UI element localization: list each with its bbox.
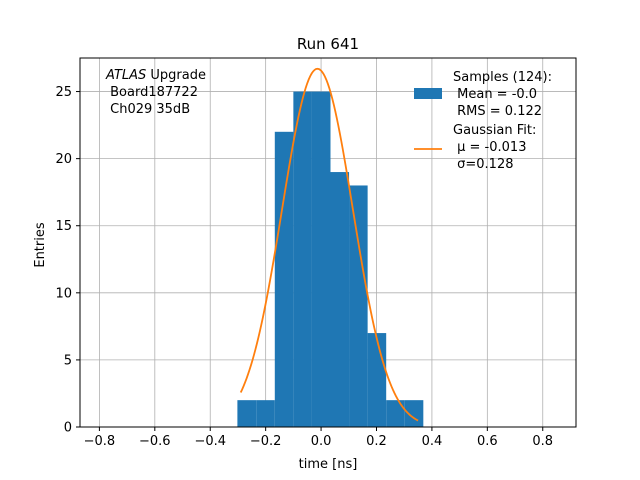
x-tick-label: 0.0 (311, 434, 332, 449)
histogram-bar (404, 400, 424, 427)
legend: Samples (124): Mean = -0.0 RMS = 0.122 G… (414, 70, 552, 172)
y-tick-label: 5 (64, 353, 72, 368)
legend-histogram-mean: Mean = -0.0 (453, 87, 537, 102)
legend-histogram-label: Samples (124): (453, 70, 552, 85)
histogram-bar (311, 91, 331, 427)
fit-curve-line (239, 67, 419, 422)
plot-frame (79, 57, 577, 428)
histogram-bar (330, 172, 350, 427)
annotation-line-3: Ch029 35dB (106, 102, 190, 117)
annotation-atlas: ATLAS (105, 68, 146, 83)
legend-fit-sigma: σ=0.128 (453, 157, 513, 172)
histogram-bar (237, 400, 257, 427)
gaussian-fit-curve (239, 67, 419, 422)
y-tick-label: 10 (55, 286, 72, 301)
annotation-box: ATLAS Upgrade Board187722 Ch029 35dB (105, 68, 206, 117)
y-tick-label: 15 (55, 219, 72, 234)
x-tick-label: 0.4 (422, 434, 443, 449)
chart-title: Run 641 (297, 35, 359, 53)
y-tick-label: 20 (55, 152, 72, 167)
y-axis-label: Entries (33, 222, 48, 268)
legend-fit-label: Gaussian Fit: (453, 123, 536, 138)
histogram-bars (237, 91, 424, 428)
y-tick-label: 0 (64, 421, 72, 436)
histogram-bar (386, 400, 405, 427)
x-tick-label: 0.8 (532, 434, 553, 449)
histogram-bar (256, 400, 275, 427)
x-tick-label: 0.6 (477, 434, 498, 449)
x-tick-label: −0.2 (250, 434, 282, 449)
legend-histogram-swatch (414, 88, 442, 99)
histogram-bar (274, 131, 294, 428)
legend-histogram-rms: RMS = 0.122 (453, 104, 542, 119)
legend-fit-mu: μ = -0.013 (453, 140, 526, 155)
histogram-bar (293, 91, 312, 427)
histogram-bar (367, 333, 387, 427)
x-tick-label: −0.4 (194, 434, 226, 449)
annotation-line-2: Board187722 (106, 85, 198, 100)
axes: −0.8 −0.6 −0.4 −0.2 0.0 0.2 0.4 0.6 0.8 0 5 10 15 20 2… (55, 57, 577, 449)
x-tick-label: −0.6 (139, 434, 171, 449)
y-tick-label: 25 (55, 85, 72, 100)
x-axis-label: time [ns] (299, 457, 358, 472)
x-tick-label: 0.2 (366, 434, 387, 449)
x-tick-label: −0.8 (84, 434, 116, 449)
annotation-upgrade: Upgrade (146, 68, 206, 83)
annotation-line-1: ATLAS Upgrade (105, 68, 206, 83)
histogram-bar (349, 185, 368, 427)
